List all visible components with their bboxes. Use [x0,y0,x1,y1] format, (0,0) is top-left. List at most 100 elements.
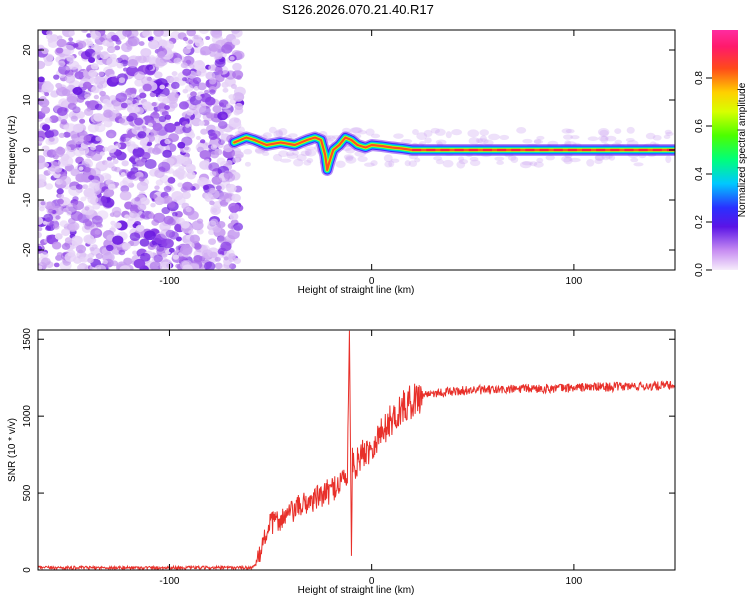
halo-blob [458,156,465,162]
y-tick-label: 500 [22,484,33,501]
noise-blob [216,157,226,165]
noise-blob [185,123,190,128]
noise-blob [195,142,207,153]
noise-blob [221,81,229,88]
noise-blob [208,132,218,141]
noise-blob [58,132,65,139]
y-tick-label: 0 [22,567,33,573]
noise-blob [107,183,116,191]
halo-blob [393,133,404,139]
y-tick-label: 10 [22,94,33,106]
noise-blob [151,101,157,107]
noise-blob [86,107,92,112]
noise-blob [120,102,128,109]
colorbar-tick-label: 0.8 [694,71,705,85]
halo-blob [545,154,555,161]
noise-blob [66,54,75,62]
noise-blob [192,60,206,71]
noise-blob [142,30,153,38]
noise-blob [75,183,83,190]
spectrogram-ridge [228,131,675,176]
halo-blob [469,159,481,167]
noise-blob [186,171,196,180]
spectrogram-x-label: Height of straight line (km) [298,285,415,296]
halo-blob [499,134,510,140]
noise-blob [111,75,120,83]
noise-blob [38,60,46,70]
halo-blob [370,133,381,139]
noise-blob [65,149,76,158]
noise-blob [148,55,156,61]
halo-blob [488,133,500,141]
noise-blob [84,166,91,173]
halo-blob [351,127,363,134]
noise-blob [209,200,215,206]
x-tick-label: 100 [566,276,583,287]
noise-blob [149,261,162,270]
halo-blob [383,154,393,163]
noise-blob [186,44,193,50]
noise-blob [42,124,51,131]
halo-blob [456,160,466,169]
noise-blob [157,94,167,102]
noise-blob [93,94,100,100]
noise-blob [41,257,51,266]
noise-blob [200,128,208,135]
noise-blob [46,30,53,36]
halo-blob [304,148,312,156]
noise-blob [177,174,184,180]
noise-blob [161,110,169,117]
noise-blob [221,114,227,119]
noise-blob [79,256,86,262]
noise-blob [65,165,73,171]
halo-blob [349,127,362,134]
snr-x-ticks: -100 0 100 [159,330,583,587]
noise-blob [135,159,145,167]
halo-blob [424,137,432,144]
halo-blob [565,128,575,134]
noise-blob [151,147,161,155]
noise-blob [38,174,47,183]
noise-blob [187,39,194,45]
noise-blob [63,131,71,138]
noise-blob [159,84,166,90]
noise-blob [64,237,73,244]
noise-blob [104,160,114,168]
halo-blob [345,156,357,164]
noise-blob [199,149,212,160]
noise-blob [57,35,63,40]
halo-blob [536,135,545,141]
noise-blob [198,120,205,126]
noise-blob [216,177,223,183]
noise-blob [182,111,192,119]
y-tick-label: 0 [22,147,33,153]
halo-blob [345,147,356,154]
noise-blob [217,253,224,259]
noise-blob [141,152,151,160]
noise-blob [80,196,87,202]
noise-blob [103,120,113,128]
noise-blob [174,121,181,127]
noise-blob [214,58,226,68]
noise-blob [72,123,84,133]
noise-blob [204,96,216,106]
noise-blob [84,206,90,211]
noise-blob [84,220,93,227]
noise-blob [119,190,132,201]
halo-blob [594,154,604,162]
noise-blob [73,147,85,157]
noise-blob [134,71,146,81]
noise-blob [209,51,216,57]
noise-blob [107,145,117,153]
halo-blob [626,126,635,134]
noise-blob [189,234,201,244]
halo-blob [408,160,418,167]
noise-blob [138,41,145,46]
halo-blob [665,155,672,164]
noise-blob [114,222,122,229]
noise-blob [43,162,50,168]
noise-blob [168,133,179,143]
halo-blob [234,154,244,159]
noise-blob [120,185,130,193]
noise-blob [178,101,189,110]
